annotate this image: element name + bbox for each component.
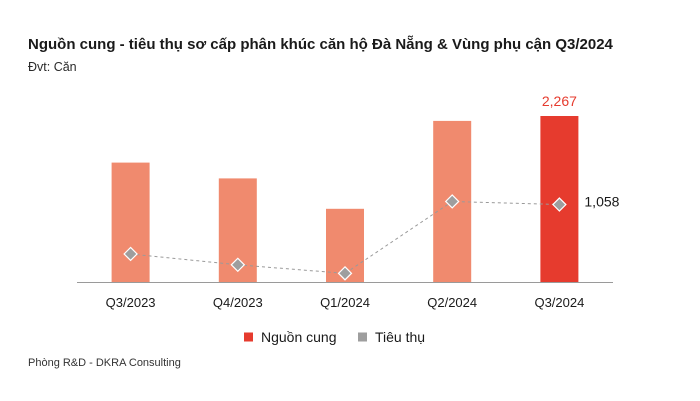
unit-label: Đvt: Căn <box>28 60 77 74</box>
line-value-label: 1,058 <box>584 194 619 210</box>
legend-swatch-tieu-thu <box>358 332 367 342</box>
legend-label-nguon-cung: Nguồn cung <box>261 329 337 345</box>
tieu-thu-line <box>130 200 560 274</box>
tieu-thu-marker-q2-2024 <box>444 194 460 209</box>
x-tick-label: Q3/2023 <box>106 295 156 310</box>
tieu-thu-marker-q3-2023 <box>123 246 138 262</box>
chart-title: Nguồn cung - tiêu thụ sơ cấp phân khúc c… <box>28 36 613 53</box>
x-tick-label: Q1/2024 <box>320 295 370 310</box>
tieu-thu-marker-q4-2023 <box>230 257 246 273</box>
x-tick-label: Q4/2023 <box>213 295 263 310</box>
source-note: Phòng R&D - DKRA Consulting <box>28 357 181 369</box>
bar-q3-2023 <box>111 162 150 282</box>
x-tick-label: Q2/2024 <box>427 295 477 310</box>
legend-label-tieu-thu: Tiêu thụ <box>375 329 425 345</box>
x-tick-label: Q3/2024 <box>534 295 584 310</box>
legend-swatch-nguon-cung <box>244 332 253 342</box>
bar-value-label: 2,267 <box>542 93 577 109</box>
tieu-thu-marker-q1-2024 <box>337 266 353 281</box>
tieu-thu-marker-q3-2024 <box>552 197 567 212</box>
